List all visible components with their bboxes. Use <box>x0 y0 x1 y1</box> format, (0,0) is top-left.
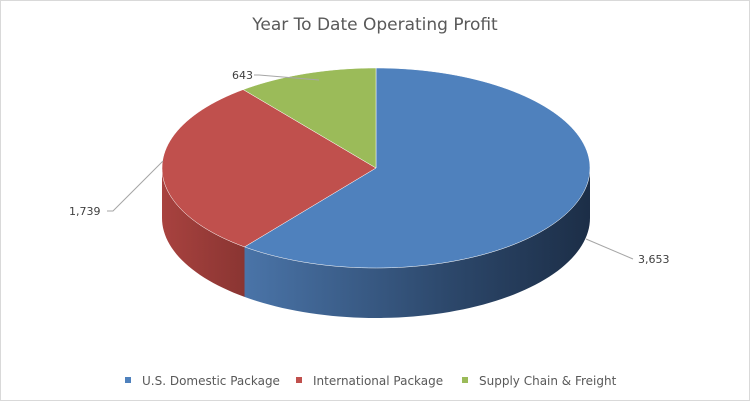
pie-side-international <box>162 168 245 297</box>
chart-title: Year To Date Operating Profit <box>251 15 498 35</box>
legend-label-international: International Package <box>313 374 443 388</box>
pie-slice-international[interactable] <box>161 89 377 248</box>
legend-label-supply-chain: Supply Chain & Freight <box>479 374 617 388</box>
leader-line <box>254 74 320 81</box>
data-label-us-domestic: 3,653 <box>638 253 670 266</box>
legend-label-us-domestic: U.S. Domestic Package <box>142 374 280 388</box>
pie-side-us-domestic <box>244 168 590 318</box>
pie-slice-us-domestic[interactable] <box>243 67 591 269</box>
leader-line <box>585 238 634 260</box>
data-label-supply-chain: 643 <box>232 69 253 82</box>
leader-line <box>107 160 164 212</box>
legend-swatch-supply-chain <box>462 377 468 383</box>
data-label-international: 1,739 <box>69 205 101 218</box>
legend-swatch-international <box>296 377 302 383</box>
legend-swatch-us-domestic <box>125 377 131 383</box>
legend: U.S. Domestic Package International Pack… <box>125 374 617 388</box>
pie-slice-supply-chain[interactable] <box>242 67 377 169</box>
